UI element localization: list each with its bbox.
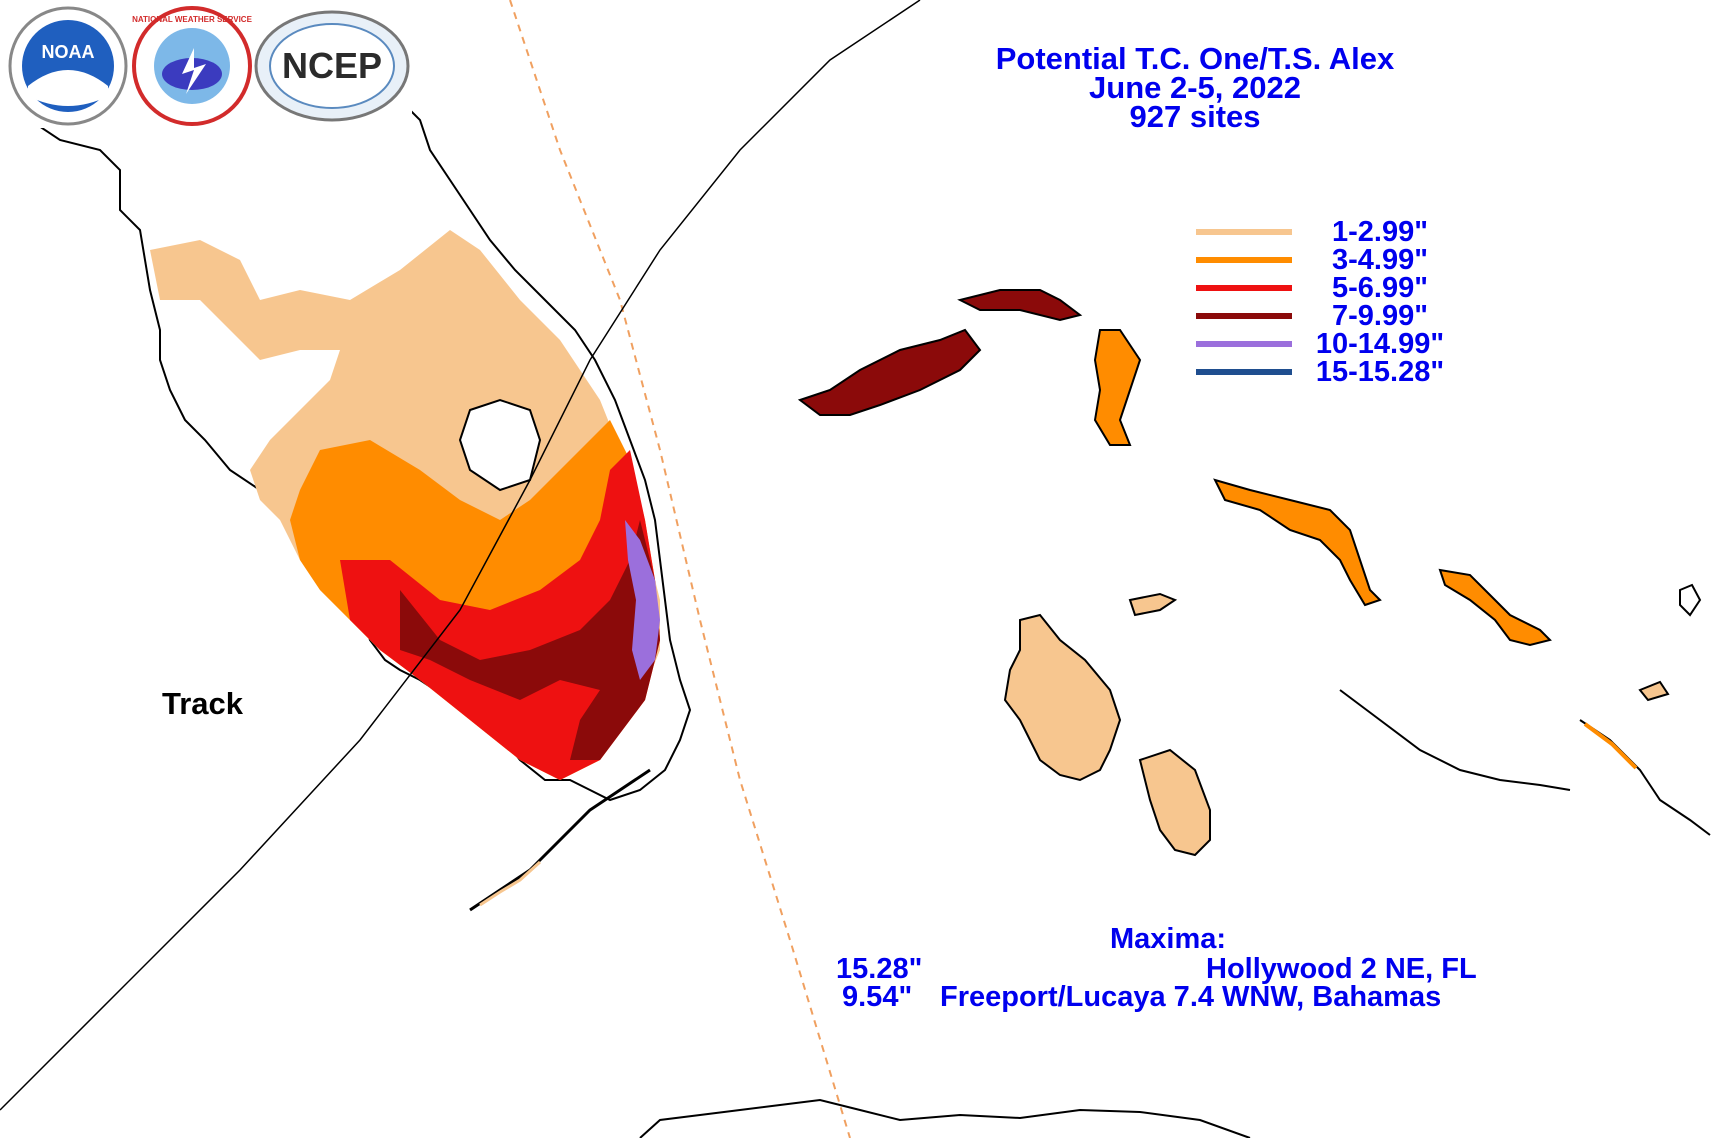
- legend-swatch: [1196, 285, 1292, 291]
- small-island-ne: [1679, 583, 1702, 617]
- eleuthera: [1213, 478, 1382, 607]
- abaco-south: [1093, 329, 1142, 446]
- legend-row: 7-9.99": [1196, 300, 1496, 332]
- title-line-2: June 2-5, 2022: [1089, 70, 1301, 105]
- ncep-logo: NCEP: [254, 10, 410, 122]
- maxima-value-2: 9.54": [842, 981, 913, 1013]
- long-island: [1579, 719, 1711, 836]
- grand-bahama: [797, 328, 982, 416]
- legend-label: 1-2.99": [1332, 216, 1428, 248]
- logo-band: NOAA NATIONAL WEATHER SERVICE NCEP: [0, 0, 412, 128]
- track-label: Track: [162, 686, 244, 721]
- maxima-value-1: 15.28": [836, 953, 923, 985]
- legend-label: 7-9.99": [1332, 300, 1428, 332]
- exuma-chain: [1339, 689, 1571, 791]
- abaco-north: [957, 289, 1083, 322]
- florida-keys-rain: [479, 860, 542, 907]
- legend-label: 3-4.99": [1332, 244, 1428, 276]
- legend-label: 15-15.28": [1315, 356, 1445, 388]
- small-island-east: [1638, 680, 1670, 702]
- legend-swatch: [1196, 369, 1292, 375]
- florida-keys: [469, 768, 651, 912]
- legend-row: 10-14.99": [1196, 328, 1496, 360]
- maxima-heading: Maxima:: [1110, 923, 1227, 955]
- andros: [1003, 613, 1122, 782]
- long-island-rain: [1583, 722, 1638, 770]
- legend-row: 1-2.99": [1196, 216, 1496, 248]
- legend-swatch: [1196, 313, 1292, 319]
- florida-rain-5-6.99: [340, 450, 660, 780]
- legend-swatch: [1196, 257, 1292, 263]
- legend-swatch: [1196, 341, 1292, 347]
- legend-row: 3-4.99": [1196, 244, 1496, 276]
- storm-track-line: [0, 0, 921, 1111]
- noaa-logo: NOAA: [8, 6, 128, 126]
- florida-rain-10-14.99: [625, 520, 660, 680]
- legend-row: 15-15.28": [1196, 356, 1496, 388]
- noaa-logo-text: NOAA: [42, 42, 95, 62]
- andros-south: [1138, 748, 1211, 857]
- legend-label: 10-14.99": [1315, 328, 1445, 360]
- legend: 1-2.99" 3-4.99" 5-6.99" 7-9.99" 10-14.99…: [1196, 216, 1496, 388]
- dashed-boundary-line: [509, 0, 851, 1138]
- cuba-coast: [639, 1098, 1251, 1138]
- map-title: Potential T.C. One/T.S. Alex June 2-5, 2…: [880, 41, 1510, 134]
- legend-swatch: [1196, 229, 1292, 235]
- cat-island: [1438, 568, 1552, 647]
- legend-label: 5-6.99": [1332, 272, 1428, 304]
- new-providence: [1128, 592, 1178, 617]
- florida-rain-7-9.99: [400, 520, 660, 760]
- title-line-1: Potential T.C. One/T.S. Alex: [995, 41, 1395, 76]
- ncep-logo-text: NCEP: [282, 45, 382, 86]
- nws-logo: NATIONAL WEATHER SERVICE: [132, 6, 253, 126]
- maxima-location-1: Hollywood 2 NE, FL: [1206, 953, 1477, 985]
- maxima-location-2: Freeport/Lucaya 7.4 WNW, Bahamas: [940, 981, 1442, 1013]
- nws-logo-text: NATIONAL WEATHER SERVICE: [132, 15, 253, 24]
- legend-row: 5-6.99": [1196, 272, 1496, 304]
- title-line-3: 927 sites: [1129, 99, 1261, 134]
